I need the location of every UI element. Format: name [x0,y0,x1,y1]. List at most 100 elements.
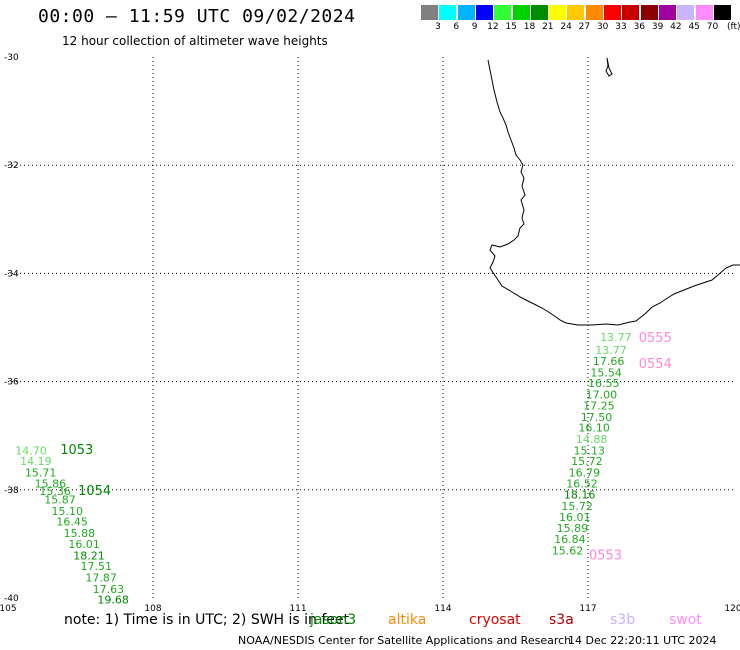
wave-height-value: 13.77 [600,331,632,344]
scale-swatch [658,5,676,20]
scale-units: (ft) [727,22,740,32]
scale-swatch [512,5,530,20]
wave-height-value: 18.16 [564,489,596,502]
footer-note: note: 1) Time is in UTC; 2) SWH is in fe… [64,612,350,628]
lon-tick-label: 117 [579,604,596,614]
scale-label: 12 [487,22,499,32]
wave-height-value: 15.62 [552,544,584,557]
lon-tick-label: 108 [144,604,161,614]
scale-swatch [549,5,567,20]
wave-height-value: 15.87 [44,494,76,507]
scale-swatch [585,5,603,20]
wave-height-value: 16.45 [56,516,87,529]
scale-label: 3 [435,22,441,32]
wave-height-value: 13.77 [595,344,627,357]
wave-height-value: 15.13 [574,444,606,457]
pass-time-label: 1054 [78,484,111,499]
wave-height-value: 17.50 [581,411,613,424]
wave-height-value: 17.63 [93,583,125,596]
scale-label: 9 [471,22,478,32]
scale-swatch [494,5,512,20]
scale-label: 70 [706,22,719,32]
coastline-path [487,59,740,326]
wave-height-value: 16.01 [559,511,591,524]
wave-height-value: 17.87 [85,571,117,584]
pass-time-label: 0555 [639,331,672,346]
lat-tick-label: -40 [4,594,19,604]
wave-height-value: 15.10 [52,505,84,518]
wave-height-value: 17.00 [586,389,618,402]
wave-height-value: 15.72 [571,455,603,468]
scale-label: 18 [523,22,536,32]
lon-tick-label: 105 [0,604,17,614]
lat-tick-label: -34 [4,269,19,279]
wave-height-value: 15.71 [25,466,56,479]
scale-swatch [439,5,457,20]
scale-label: 27 [578,22,591,32]
lat-tick-label: -38 [4,486,19,496]
scale-swatch [530,5,548,20]
scale-label: 45 [688,22,700,32]
wave-height-value: 17.25 [583,399,615,412]
scale-label: 24 [560,22,572,32]
pass-time-label: 0554 [639,357,672,372]
coastline-islet [605,57,613,77]
scale-label: 6 [453,22,460,32]
wave-height-value: 16.52 [566,477,598,490]
wave-height-value: 16.79 [569,466,601,479]
wave-height-value: 14.70 [15,444,47,457]
mission-label: swot [669,612,702,628]
mission-label: altika [388,612,427,628]
footer-credit: NOAA/NESDIS Center for Satellite Applica… [238,634,572,647]
scale-swatch [622,5,640,20]
lon-tick-label: 114 [434,604,451,614]
altimeter-tracks: 14.7014.1915.7115.8615.3615.8715.1016.45… [15,331,672,606]
scale-swatch [604,5,621,20]
mission-label: s3b [610,612,636,628]
mission-label: s3a [549,612,574,628]
wave-height-value: 19.68 [97,594,128,607]
scale-swatch [475,5,493,20]
map-subtitle: 12 hour collection of altimeter wave hei… [62,34,328,48]
wave-height-value: 15.72 [561,500,593,513]
wave-height-value: 15.54 [590,366,622,379]
scale-swatch [567,5,585,20]
scale-swatch [421,5,438,20]
wave-height-value: 15.88 [64,527,95,540]
lat-tick-label: -36 [4,378,19,388]
map-title: 00:00 – 11:59 UTC 09/02/2024 [38,6,356,27]
lon-tick-label: 111 [289,604,306,614]
wave-height-color-scale: 3 6 9 12 15 18 21 24 27 30 33 36 39 42 45 70 [421,5,740,35]
lat-tick-label: -30 [4,53,19,63]
wave-height-value: 17.66 [593,355,625,368]
scale-swatch [640,5,658,20]
lon-tick-label: 120 [724,604,740,614]
scale-label: 21 [542,22,554,32]
wave-height-value: 15.36 [39,485,71,498]
wave-height-value: 14.19 [20,455,52,468]
australia-coastline [487,57,740,326]
pass-time-label: 1053 [60,443,93,458]
map-grid: 105 108 111 114 117 120 -30 -32 -34 -36 -38 -40 [0,53,740,614]
wave-height-value: 15.89 [557,522,589,535]
scale-label: 33 [615,22,627,32]
scale-swatch [695,5,713,20]
wave-height-value: 17.51 [81,560,113,573]
lat-tick-label: -32 [4,161,19,171]
pass-time-label: 0553 [589,549,622,564]
scale-swatch [677,5,695,20]
scale-label: 42 [670,22,682,32]
scale-label: 30 [596,22,609,32]
wave-height-value: 16.84 [554,533,586,546]
wave-height-value: 16.55 [588,377,620,390]
wave-height-value: 16.10 [578,422,610,435]
wave-height-value: 16.01 [68,538,100,551]
wave-height-value: 15.86 [35,477,66,490]
wave-height-value: 18.21 [73,549,105,562]
footer-timestamp: 14 Dec 22:20:11 UTC 2024 [568,634,717,647]
scale-label: 36 [633,22,646,32]
scale-swatch [713,5,731,20]
scale-swatch [457,5,475,20]
scale-label: 15 [505,22,517,32]
